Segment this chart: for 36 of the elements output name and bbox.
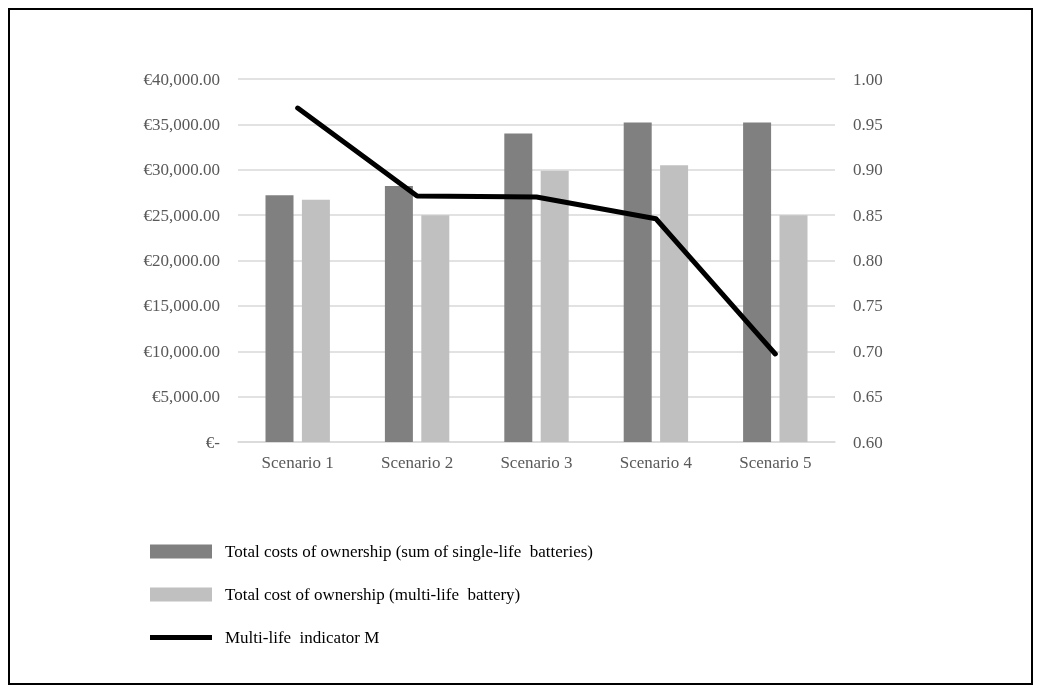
- x-tick-label: Scenario 2: [380, 453, 454, 472]
- x-tick-label: Scenario 1: [261, 453, 334, 472]
- y-tick-label: €5,000.00: [152, 387, 220, 407]
- y2-tick-label: 0.95: [853, 114, 883, 134]
- y-tick-label: €15,000.00: [143, 296, 220, 316]
- y-tick-label: €10,000.00: [143, 341, 220, 361]
- bar: [504, 133, 533, 442]
- y2-tick-label: 0.80: [853, 251, 883, 270]
- bar: [384, 186, 413, 442]
- x-tick-label: Scenario 4: [619, 453, 693, 472]
- y-tick-label: €-: [205, 432, 221, 452]
- bar: [540, 170, 569, 442]
- legend-label: Total cost of ownership (multi-life battery): [225, 585, 521, 604]
- y2-tick-label: 0.70: [853, 341, 883, 361]
- y-tick-label: €20,000.00: [143, 251, 220, 270]
- bar: [660, 165, 689, 442]
- y-tick-label: €35,000.00: [143, 114, 220, 134]
- y2-tick-label: 0.60: [853, 432, 883, 452]
- bar: [265, 195, 294, 442]
- y2-tick-label: 1.00: [853, 69, 883, 89]
- bar: [743, 122, 772, 442]
- y2-tick-label: 0.75: [853, 296, 883, 316]
- y2-tick-label: 0.85: [853, 205, 883, 225]
- x-tick-label: Scenario 5: [739, 453, 812, 472]
- legend-label: Total costs of ownership (sum of single-life batteries): [225, 542, 593, 561]
- x-tick-label: Scenario 3: [500, 453, 573, 472]
- bar: [623, 122, 652, 442]
- legend-label: Multi-life indicator M: [225, 628, 380, 647]
- bar: [421, 215, 450, 442]
- y2-tick-label: 0.90: [853, 160, 883, 180]
- bar: [779, 215, 808, 442]
- y-tick-label: €30,000.00: [143, 160, 220, 180]
- y-tick-label: €40,000.00: [143, 69, 220, 89]
- y2-tick-label: 0.65: [853, 387, 883, 407]
- bar: [301, 199, 330, 442]
- y-tick-label: €25,000.00: [143, 205, 220, 225]
